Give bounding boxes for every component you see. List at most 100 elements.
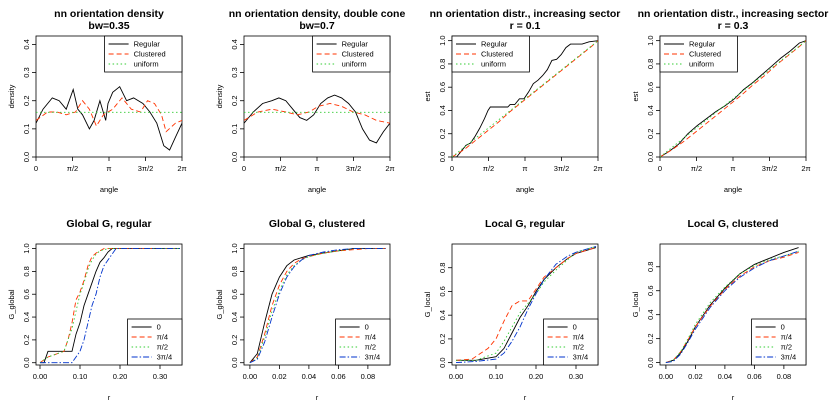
y-axis-label: est: [631, 91, 640, 102]
legend-entry: uniform: [342, 60, 367, 69]
y-tick-label: 0.2: [230, 96, 239, 106]
x-tick-label: 0.08: [361, 372, 376, 381]
x-tick-label: 0.10: [489, 372, 504, 381]
x-tick-label: 0.06: [331, 372, 346, 381]
y-tick-label: 0.3: [230, 67, 239, 77]
y-tick-label: 1.0: [22, 243, 31, 253]
legend-entry: π/2: [157, 343, 168, 352]
x-tick-label: π/2: [483, 164, 494, 173]
legend-entry: 0: [781, 323, 785, 332]
x-tick-label: π: [730, 164, 735, 173]
legend-entry: Regular: [481, 40, 508, 49]
y-tick-label: 0.8: [230, 266, 239, 276]
legend-entry: uniform: [481, 60, 506, 69]
legend-entry: π/4: [573, 333, 584, 342]
series-line-4: [455, 245, 597, 364]
y-tick-label: 0.0: [438, 357, 447, 367]
x-tick-label: 0.00: [659, 372, 674, 381]
y-tick-label: 0.8: [438, 59, 447, 69]
chart-title: Global G, clustered: [269, 218, 365, 230]
legend-box: [543, 318, 599, 366]
y-tick-label: 0.4: [438, 105, 447, 115]
chart-panel-4: nn orientation distr., increasing sector…: [631, 8, 828, 194]
legend-entry: π/2: [365, 343, 376, 352]
y-tick-label: 0.4: [230, 39, 239, 49]
y-tick-label: 0.8: [438, 263, 447, 273]
series-line-4: [665, 250, 799, 364]
y-axis-label: G_local: [423, 291, 432, 317]
series-line-1: [660, 40, 806, 157]
x-tick-label: 0.30: [153, 372, 168, 381]
legend-entry: Regular: [342, 40, 369, 49]
legend-entry: Clustered: [481, 50, 513, 59]
series-line-3: [665, 250, 799, 364]
x-tick-label: 0.00: [243, 372, 258, 381]
y-tick-label: 0.4: [438, 310, 447, 320]
legend-entry: π/2: [573, 343, 584, 352]
y-tick-label: 1.0: [230, 243, 239, 253]
x-axis-label: r: [108, 393, 111, 402]
chart-title: Local G, clustered: [687, 218, 778, 230]
x-tick-label: 0.00: [449, 372, 464, 381]
chart-title: nn orientation density, double cone bw=0.…: [229, 8, 406, 32]
legend-entry: Clustered: [134, 50, 166, 59]
y-tick-label: 0.8: [22, 266, 31, 276]
y-tick-label: 0.8: [646, 59, 655, 69]
series-line-2: [452, 40, 598, 157]
legend-entry: Clustered: [342, 50, 374, 59]
y-tick-label: 0.6: [646, 82, 655, 92]
x-tick-label: π: [522, 164, 527, 173]
y-tick-label: 0.2: [646, 333, 655, 343]
x-tick-label: 0.08: [777, 372, 792, 381]
legend-box: [751, 318, 807, 366]
y-tick-label: 0.1: [230, 124, 239, 134]
legend-box: [127, 318, 183, 366]
legend-entry: π/4: [365, 333, 376, 342]
series-line-1: [36, 85, 182, 151]
x-tick-label: π: [314, 164, 319, 173]
y-tick-label: 0.6: [438, 82, 447, 92]
legend-entry: uniform: [134, 60, 159, 69]
y-tick-label: 0.2: [230, 335, 239, 345]
x-tick-label: 0: [450, 164, 454, 173]
series-line-4: [249, 248, 386, 364]
y-tick-label: 0.4: [22, 39, 31, 49]
legend-entry: 3π/4: [573, 353, 589, 362]
x-tick-label: 0.20: [529, 372, 544, 381]
y-tick-label: 0.2: [22, 335, 31, 345]
series-line-3: [660, 40, 806, 157]
legend: 0π/4π/23π/4: [127, 318, 183, 366]
series-line-4: [40, 248, 180, 364]
y-tick-label: 0.0: [230, 357, 239, 367]
series-line-3: [39, 248, 180, 364]
x-axis-label: angle: [100, 185, 118, 194]
y-tick-label: 0.2: [646, 129, 655, 139]
plot-frame: [451, 243, 599, 366]
legend-entry: uniform: [689, 60, 714, 69]
chart-panel-2: nn orientation density, double cone bw=0.…: [215, 8, 405, 194]
y-tick-label: 0.4: [646, 105, 655, 115]
x-axis-label: angle: [724, 185, 742, 194]
x-tick-label: π: [106, 164, 111, 173]
x-axis-label: r: [316, 393, 319, 402]
series-line-1: [665, 247, 799, 364]
y-tick-label: 0.1: [22, 124, 31, 134]
x-tick-label: 0: [658, 164, 662, 173]
y-axis-label: est: [423, 91, 432, 102]
series-line-3: [452, 40, 598, 157]
legend-entry: 3π/4: [157, 353, 173, 362]
legend-entry: Regular: [134, 40, 161, 49]
chart-title: nn orientation density bw=0.35: [54, 8, 164, 32]
legend-entry: 0: [365, 323, 369, 332]
chart-title: Global G, regular: [66, 218, 151, 230]
y-tick-label: 0.0: [22, 152, 31, 162]
y-axis-label: G_global: [7, 289, 16, 319]
legend-entry: 0: [157, 323, 161, 332]
legend-entry: 3π/4: [781, 353, 797, 362]
legend-entry: Clustered: [689, 50, 721, 59]
y-tick-label: 0.6: [646, 286, 655, 296]
plot-frame: [35, 243, 183, 366]
plot-frame: [659, 243, 807, 366]
chart-title: nn orientation distr., increasing sector…: [638, 8, 829, 32]
